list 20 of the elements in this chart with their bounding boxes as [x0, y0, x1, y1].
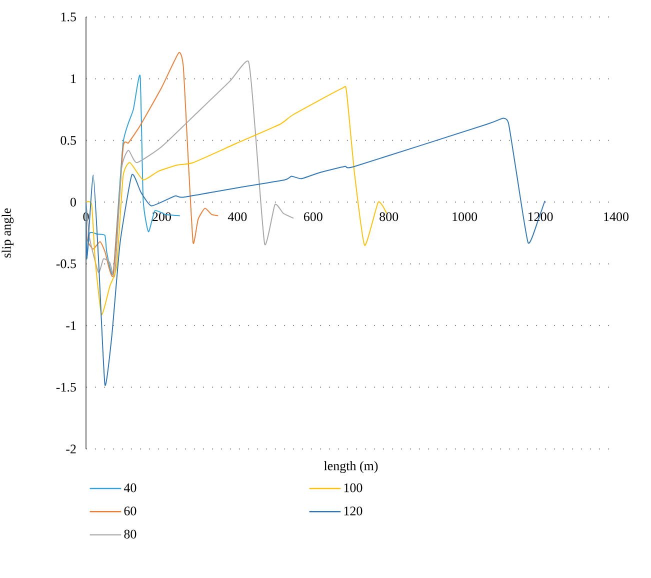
legend-label: 120 — [344, 506, 362, 516]
y-tick-label: 1.5 — [61, 12, 76, 22]
y-tick-label: 0 — [70, 198, 76, 207]
x-tick-label: 1400 — [604, 212, 629, 222]
x-tick-label: 400 — [228, 212, 247, 222]
y-tick-label: -0.5 — [56, 259, 76, 268]
y-tick-label: 0.5 — [60, 136, 76, 145]
y-tick-label: 1 — [71, 74, 76, 83]
x-tick-label: 800 — [380, 212, 398, 222]
x-axis-title: length (m) — [324, 461, 378, 473]
legend-label: 80 — [124, 530, 136, 538]
y-axis-title: slip angle — [2, 208, 14, 258]
legend-label: 60 — [124, 506, 136, 516]
legend-label: 40 — [124, 483, 136, 492]
y-tick-label: -1.5 — [56, 382, 76, 392]
y-tick-label: -2 — [66, 444, 76, 454]
x-tick-label: 1000 — [452, 212, 478, 222]
x-tick-label: 600 — [304, 212, 322, 222]
legend-label: 100 — [344, 483, 362, 492]
y-tick-label: -1 — [66, 321, 76, 330]
